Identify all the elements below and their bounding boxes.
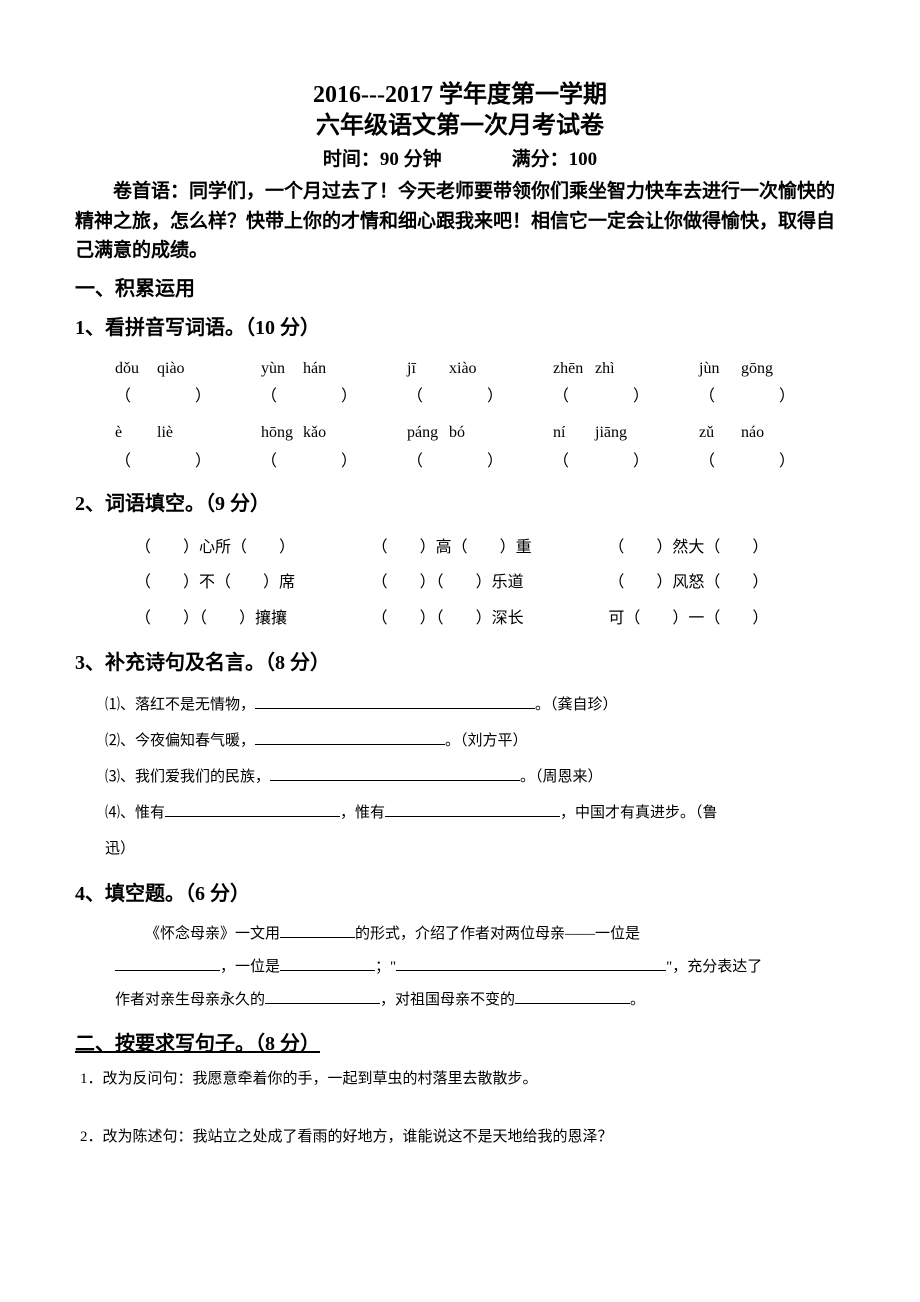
pinyin-row-2: èliè hōngkǎo pángbó níjiāng zǔnáo [115, 422, 845, 444]
section-2-block: 1．改为反问句：我愿意牵着你的手，一起到草虫的村落里去散散步。 2．改为陈述句：… [75, 1064, 845, 1152]
sentence-1: 1．改为反问句：我愿意牵着你的手，一起到草虫的村落里去散散步。 [80, 1064, 845, 1094]
section-2-title: 二、按要求写句子。（8 分） [75, 1027, 320, 1056]
poem-line-4: ⑷、惟有，惟有，中国才有真进步。（鲁 [105, 795, 845, 831]
doc-subtitle: 六年级语文第一次月考试卷 [75, 111, 845, 142]
poem-line-1: ⑴、落红不是无情物，。（龚自珍） [105, 687, 845, 723]
poem-line-2: ⑵、今夜偏知春气暖，。（刘方平） [105, 723, 845, 759]
poem-line-3: ⑶、我们爱我们的民族，。（周恩来） [105, 759, 845, 795]
sentence-2: 2．改为陈述句：我站立之处成了看雨的好地方，谁能说这不是天地给我的恩泽？ [80, 1122, 845, 1152]
section-1-title: 一、积累运用 [75, 272, 845, 301]
preface-text: 卷首语：同学们，一个月过去了！今天老师要带领你们乘坐智力快车去进行一次愉快的精神… [75, 177, 845, 265]
q3-title: 3、补充诗句及名言。（8 分） [75, 646, 845, 675]
paren-row-2: （ ） （ ） （ ） （ ） （ ） [115, 451, 845, 473]
pinyin-row-1: dǒuqiào yùnhán jīxiào zhēnzhì jùngōng [115, 358, 845, 380]
doc-title: 2016---2017 学年度第一学期 [75, 80, 845, 111]
q1-block: dǒuqiào yùnhán jīxiào zhēnzhì jùngōng （ … [75, 358, 845, 474]
score-label: 满分：100 [512, 149, 598, 170]
q1-title: 1、看拼音写词语。（10 分） [75, 311, 845, 340]
paren-row-1: （ ） （ ） （ ） （ ） （ ） [115, 386, 845, 408]
doc-meta: 时间：90 分钟 满分：100 [75, 144, 845, 171]
q2-title: 2、词语填空。（9 分） [75, 487, 845, 516]
q4-title: 4、填空题。（6 分） [75, 877, 845, 906]
q4-block: 《怀念母亲》一文用的形式，介绍了作者对两位母亲——一位是 ，一位是；""，充分表… [75, 918, 845, 1017]
q2-block: （ ）心所（ ） （ ）高（ ）重 （ ）然大（ ） （ ）不（ ）席 （ ）（… [75, 530, 845, 636]
poem-line-4b: 迅） [105, 831, 845, 867]
q3-block: ⑴、落红不是无情物，。（龚自珍） ⑵、今夜偏知春气暖，。（刘方平） ⑶、我们爱我… [75, 687, 845, 867]
time-label: 时间：90 分钟 [323, 149, 442, 170]
